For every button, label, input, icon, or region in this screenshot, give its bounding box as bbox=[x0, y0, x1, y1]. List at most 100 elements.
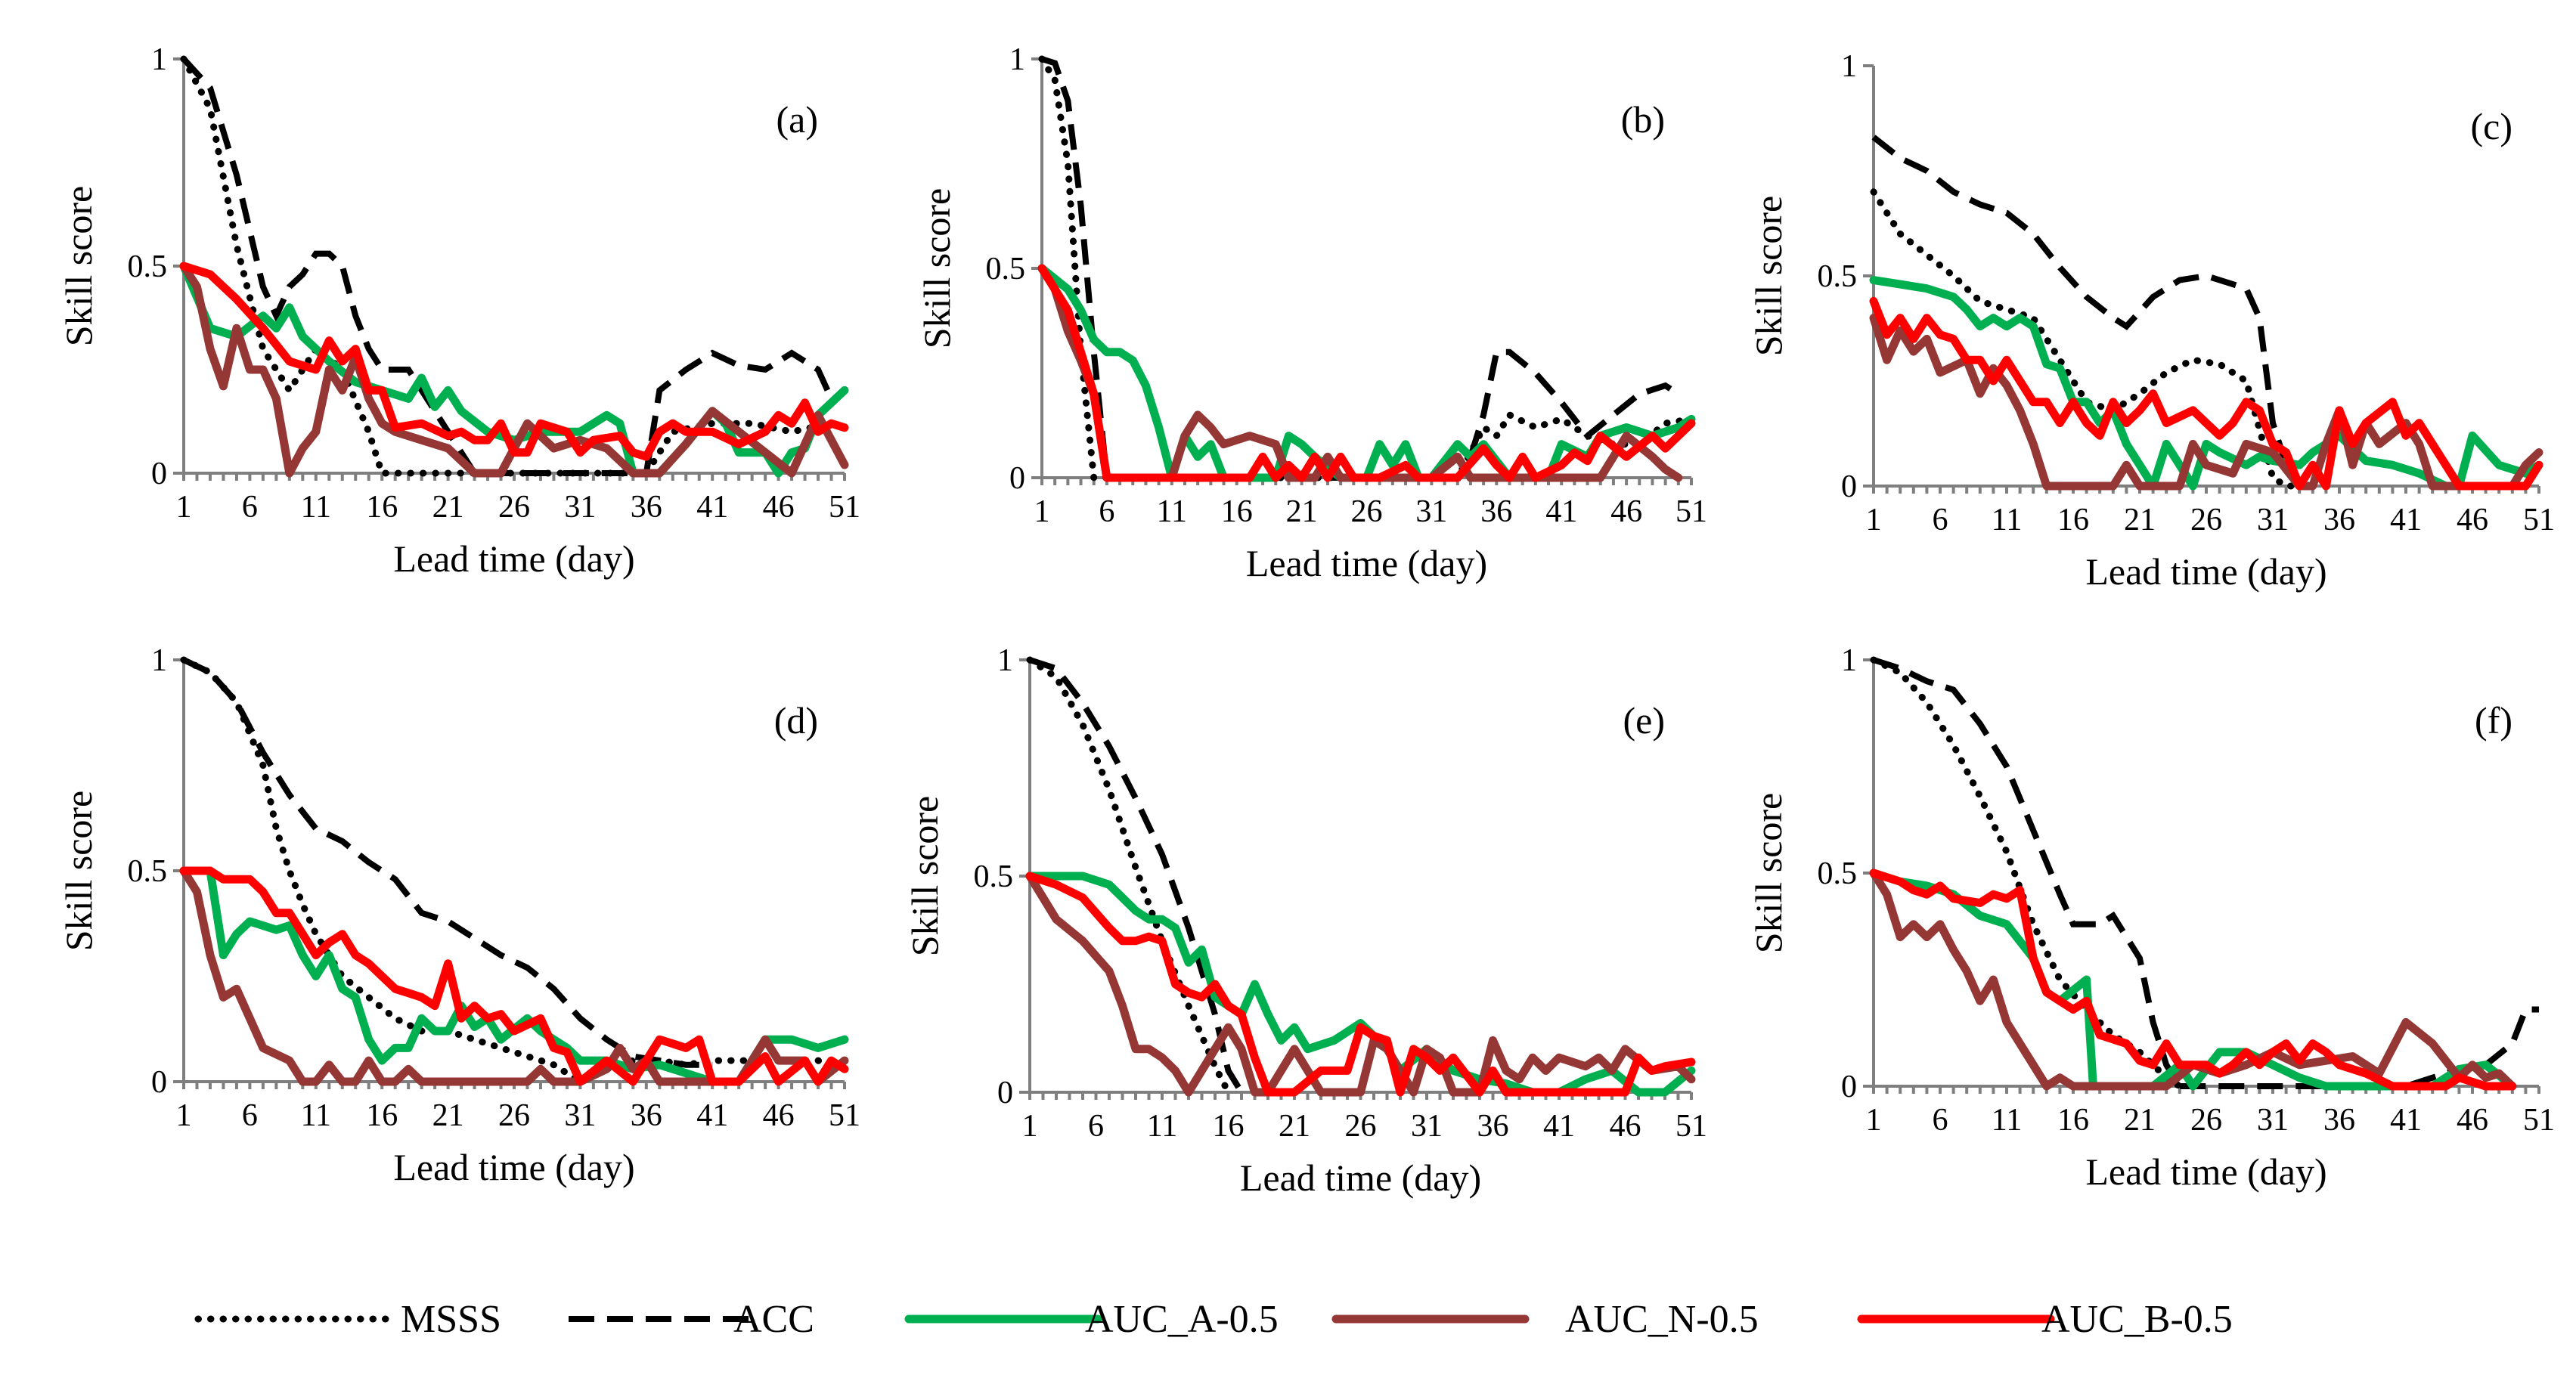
x-tick-label: 46 bbox=[763, 490, 795, 525]
x-tick-label: 1 bbox=[1866, 1103, 1882, 1138]
x-tick-label: 21 bbox=[1286, 494, 1318, 529]
x-tick-label: 36 bbox=[631, 1098, 662, 1133]
series-line-auc-n-0-5 bbox=[1025, 872, 1696, 1097]
x-tick-label: 6 bbox=[1088, 1109, 1104, 1144]
x-tick-label: 21 bbox=[432, 490, 464, 525]
series-line-auc-a-0-5 bbox=[179, 262, 849, 478]
series-line-auc-b-0-5 bbox=[1025, 872, 1696, 1097]
series-line-auc-n-0-5 bbox=[1869, 314, 2543, 491]
x-tick-label: 6 bbox=[1933, 1103, 1948, 1138]
x-tick-label: 16 bbox=[1213, 1109, 1245, 1144]
x-tick-label: 31 bbox=[1415, 494, 1447, 529]
x-tick-label: 41 bbox=[696, 490, 728, 525]
legend-item-auc-n-0-5: AUC_N-0.5 bbox=[1331, 1298, 1759, 1341]
y-tick-label: 0 bbox=[151, 1065, 167, 1100]
legend-label: AUC_N-0.5 bbox=[1565, 1298, 1759, 1341]
x-tick-label: 41 bbox=[2390, 1103, 2422, 1138]
x-tick-label: 11 bbox=[1147, 1109, 1177, 1144]
x-tick-label: 36 bbox=[631, 490, 662, 525]
legend-item-auc-b-0-5: AUC_B-0.5 bbox=[1857, 1298, 2233, 1341]
x-axis-label: Lead time (day) bbox=[2085, 550, 2326, 593]
x-tick-label: 16 bbox=[2057, 1103, 2089, 1138]
x-tick-label: 6 bbox=[1933, 503, 1948, 537]
y-tick-label: 0.5 bbox=[128, 249, 168, 284]
x-tick-label: 36 bbox=[1477, 1109, 1509, 1144]
x-tick-label: 26 bbox=[1345, 1109, 1377, 1144]
panel-label: (d) bbox=[774, 699, 818, 742]
y-axis-label: Skill score bbox=[916, 188, 958, 348]
y-tick-label: 1 bbox=[151, 643, 167, 678]
x-tick-label: 1 bbox=[1866, 503, 1882, 537]
x-tick-label: 31 bbox=[2257, 1103, 2289, 1138]
x-tick-label: 26 bbox=[2190, 1103, 2222, 1138]
panel-label: (c) bbox=[2471, 105, 2513, 147]
x-axis-label: Lead time (day) bbox=[1240, 1157, 1481, 1199]
series-line-auc-n-0-5 bbox=[1869, 869, 2517, 1091]
x-tick-label: 41 bbox=[696, 1098, 728, 1133]
x-tick-label: 6 bbox=[242, 490, 258, 525]
x-tick-label: 11 bbox=[1992, 503, 2022, 537]
y-axis-label: Skill score bbox=[1747, 196, 1790, 356]
series-line-msss bbox=[1870, 188, 2317, 490]
legend-label: AUC_B-0.5 bbox=[2041, 1298, 2233, 1341]
x-tick-label: 16 bbox=[366, 490, 398, 525]
x-tick-label: 16 bbox=[2057, 503, 2089, 537]
series-line-acc bbox=[181, 57, 835, 476]
y-tick-label: 0 bbox=[1009, 461, 1025, 496]
panel-label: (e) bbox=[1623, 699, 1666, 742]
legend-label: ACC bbox=[733, 1298, 814, 1341]
x-tick-label: 46 bbox=[2457, 1103, 2488, 1138]
panel-label: (f) bbox=[2475, 699, 2512, 742]
y-axis-label: Skill score bbox=[1747, 793, 1790, 953]
y-tick-label: 0 bbox=[997, 1076, 1013, 1110]
series-line-auc-b-0-5 bbox=[1869, 296, 2543, 491]
y-tick-label: 0.5 bbox=[986, 252, 1026, 286]
x-tick-label: 1 bbox=[1022, 1109, 1038, 1144]
y-tick-label: 0.5 bbox=[1818, 259, 1858, 294]
series-line-auc-b-0-5 bbox=[1869, 869, 2517, 1091]
x-tick-label: 6 bbox=[1099, 494, 1114, 529]
x-tick-label: 51 bbox=[2523, 503, 2555, 537]
series-line-msss bbox=[1870, 656, 2184, 1090]
x-tick-label: 11 bbox=[1157, 494, 1187, 529]
y-tick-label: 1 bbox=[1841, 49, 1857, 84]
series-line-msss bbox=[180, 656, 848, 1086]
series-line-auc-n-0-5 bbox=[179, 262, 849, 478]
x-tick-label: 31 bbox=[1411, 1109, 1443, 1144]
x-tick-label: 21 bbox=[2124, 503, 2156, 537]
x-tick-label: 46 bbox=[763, 1098, 795, 1133]
x-tick-label: 31 bbox=[564, 490, 596, 525]
legend-item-msss: MSSS bbox=[194, 1298, 501, 1341]
x-tick-label: 6 bbox=[242, 1098, 258, 1133]
x-tick-label: 31 bbox=[564, 1098, 596, 1133]
x-tick-label: 16 bbox=[366, 1098, 398, 1133]
y-axis-label: Skill score bbox=[57, 186, 100, 346]
y-tick-label: 0.5 bbox=[974, 859, 1014, 894]
legend-item-acc: ACC bbox=[569, 1298, 814, 1341]
panel-label: (a) bbox=[777, 98, 819, 141]
x-tick-label: 1 bbox=[176, 1098, 192, 1133]
y-axis-label: Skill score bbox=[57, 791, 100, 951]
y-tick-label: 0.5 bbox=[1818, 856, 1858, 891]
x-tick-label: 41 bbox=[1543, 1109, 1575, 1144]
y-tick-label: 0 bbox=[1841, 469, 1857, 504]
x-tick-label: 1 bbox=[1034, 494, 1050, 529]
x-tick-label: 46 bbox=[1610, 1109, 1641, 1144]
x-tick-label: 51 bbox=[829, 1098, 860, 1133]
x-tick-label: 26 bbox=[498, 490, 530, 525]
y-tick-label: 1 bbox=[997, 643, 1013, 678]
x-tick-label: 41 bbox=[1545, 494, 1577, 529]
y-tick-label: 1 bbox=[151, 42, 167, 77]
y-tick-label: 0 bbox=[151, 457, 167, 491]
x-axis-label: Lead time (day) bbox=[393, 537, 634, 580]
x-axis-label: Lead time (day) bbox=[393, 1146, 634, 1188]
series-line-auc-a-0-5 bbox=[1869, 276, 2543, 491]
x-tick-label: 31 bbox=[2257, 503, 2289, 537]
x-tick-label: 51 bbox=[2523, 1103, 2555, 1138]
